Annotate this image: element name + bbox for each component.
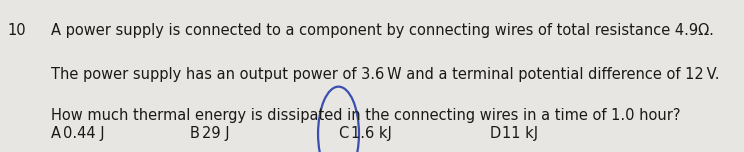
Text: 29 J: 29 J xyxy=(202,126,230,141)
Text: A power supply is connected to a component by connecting wires of total resistan: A power supply is connected to a compone… xyxy=(51,23,713,38)
Text: B: B xyxy=(190,126,199,141)
Text: 1.6 kJ: 1.6 kJ xyxy=(351,126,392,141)
Text: 0.44 J: 0.44 J xyxy=(63,126,105,141)
Text: A: A xyxy=(51,126,60,141)
Text: How much thermal energy is dissipated in the connecting wires in a time of 1.0 h: How much thermal energy is dissipated in… xyxy=(51,108,680,123)
Text: C: C xyxy=(339,126,349,141)
Text: 11 kJ: 11 kJ xyxy=(502,126,539,141)
Text: 10: 10 xyxy=(7,23,26,38)
Text: The power supply has an output power of 3.6 W and a terminal potential differenc: The power supply has an output power of … xyxy=(51,67,719,82)
Text: D: D xyxy=(490,126,501,141)
